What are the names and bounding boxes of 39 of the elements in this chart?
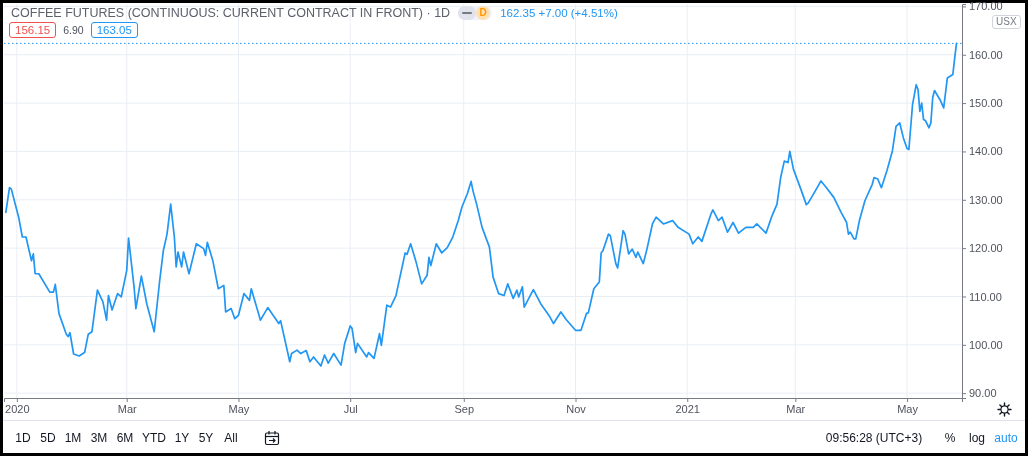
text: 09:56:28 (UTC+3) bbox=[825, 430, 923, 446]
annotation: 6.90 bbox=[63, 23, 84, 37]
text: 1D bbox=[15, 430, 31, 446]
text: 6M bbox=[116, 430, 134, 446]
x-tick-label: May bbox=[228, 402, 250, 415]
text: YTD bbox=[142, 430, 166, 446]
x-tick-label: Nov bbox=[566, 402, 587, 415]
y-tick-label: 150.00 bbox=[969, 97, 1003, 110]
y-tick-label: 130.00 bbox=[969, 193, 1003, 206]
x-tick-label: 2021 bbox=[675, 402, 700, 415]
annotation: 162.35 +7.00 (+4.51%) bbox=[500, 6, 618, 21]
text: 5D bbox=[40, 430, 56, 446]
x-tick-label: Mar bbox=[117, 402, 138, 415]
y-tick-label: 170.00 bbox=[969, 0, 1003, 13]
x-tick-label: Sep bbox=[454, 402, 475, 415]
chart-title: COFFEE FUTURES (CONTINUOUS: CURRENT CONTRACT IN FRONT) · 1D bbox=[11, 5, 451, 21]
x-tick-label: 2020 bbox=[5, 402, 30, 415]
y-tick-label: 160.00 bbox=[969, 48, 1003, 61]
x-tick-label: Mar bbox=[786, 402, 806, 415]
text: 1Y bbox=[174, 430, 190, 446]
annotation: D bbox=[476, 6, 491, 20]
line-series bbox=[4, 42, 958, 367]
text: log bbox=[968, 430, 986, 446]
y-tick-label: 110.00 bbox=[969, 290, 1002, 303]
annotation: 163.05 bbox=[90, 22, 138, 38]
y-tick-label: 90.00 bbox=[969, 387, 997, 400]
text: All bbox=[224, 430, 238, 446]
text: % bbox=[944, 430, 956, 446]
y-tick-label: 140.00 bbox=[969, 145, 1003, 158]
y-tick-label: 100.00 bbox=[969, 338, 1003, 351]
text: USX bbox=[992, 15, 1021, 29]
text: auto bbox=[994, 430, 1018, 446]
y-tick-label: 120.00 bbox=[969, 242, 1003, 255]
text: 3M bbox=[90, 430, 108, 446]
x-tick-label: May bbox=[897, 402, 919, 415]
text: 5Y bbox=[198, 430, 214, 446]
annotation: 156.15 bbox=[9, 22, 57, 38]
text: 1M bbox=[64, 430, 82, 446]
x-tick-label: Jul bbox=[343, 402, 358, 415]
